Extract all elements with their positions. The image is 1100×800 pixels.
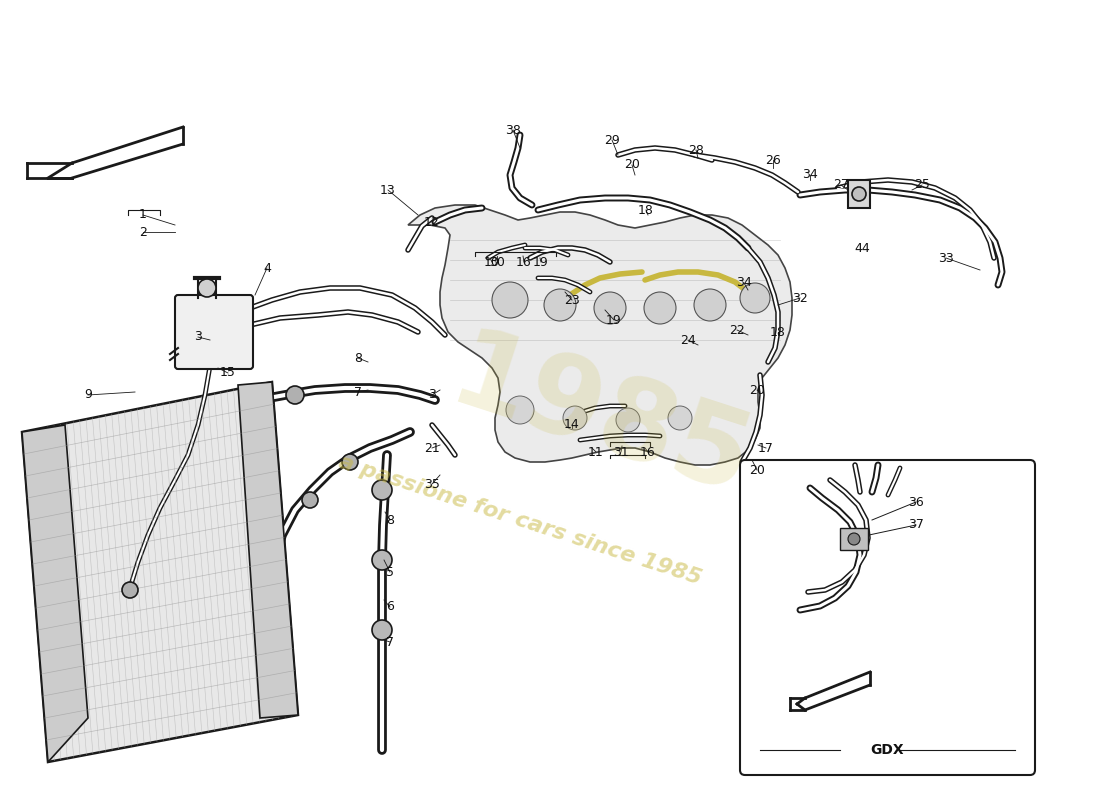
Text: 37: 37 — [909, 518, 924, 531]
Circle shape — [616, 408, 640, 432]
Text: 31: 31 — [613, 446, 629, 458]
Text: 1: 1 — [139, 209, 147, 222]
Text: 7: 7 — [386, 635, 394, 649]
Text: 9: 9 — [84, 389, 92, 402]
Text: 35: 35 — [425, 478, 440, 490]
Text: 36: 36 — [909, 495, 924, 509]
FancyBboxPatch shape — [175, 295, 253, 369]
Circle shape — [302, 492, 318, 508]
Text: 26: 26 — [766, 154, 781, 166]
Text: 12: 12 — [425, 215, 440, 229]
Text: 3: 3 — [428, 389, 436, 402]
Text: 30: 30 — [490, 255, 505, 269]
Circle shape — [563, 406, 587, 430]
Text: 18: 18 — [770, 326, 785, 338]
Circle shape — [372, 480, 392, 500]
Text: 15: 15 — [220, 366, 235, 379]
Text: 6: 6 — [386, 601, 394, 614]
Polygon shape — [22, 425, 88, 762]
Circle shape — [198, 279, 216, 297]
Text: 8: 8 — [386, 514, 394, 526]
FancyBboxPatch shape — [740, 460, 1035, 775]
Text: 44: 44 — [854, 242, 870, 254]
Text: 7: 7 — [354, 386, 362, 398]
Text: 24: 24 — [680, 334, 696, 346]
Polygon shape — [22, 382, 298, 762]
Text: 34: 34 — [736, 277, 752, 290]
Text: 14: 14 — [564, 418, 580, 431]
Text: 3: 3 — [194, 330, 202, 343]
Text: a passione for cars since 1985: a passione for cars since 1985 — [336, 452, 704, 588]
Text: 19: 19 — [606, 314, 621, 326]
Circle shape — [594, 292, 626, 324]
Text: 16: 16 — [516, 255, 532, 269]
Bar — [848, 180, 870, 208]
Text: 4: 4 — [263, 262, 271, 274]
Text: 10: 10 — [484, 255, 499, 269]
Text: 13: 13 — [381, 183, 396, 197]
Circle shape — [372, 550, 392, 570]
Circle shape — [492, 282, 528, 318]
Text: 16: 16 — [640, 446, 656, 458]
Text: 25: 25 — [914, 178, 929, 191]
Text: 33: 33 — [938, 251, 954, 265]
Text: 18: 18 — [638, 203, 653, 217]
Circle shape — [544, 289, 576, 321]
Circle shape — [848, 533, 860, 545]
Circle shape — [342, 454, 358, 470]
Text: 27: 27 — [833, 178, 849, 191]
Circle shape — [372, 620, 392, 640]
Circle shape — [694, 289, 726, 321]
Text: 11: 11 — [588, 446, 604, 458]
Circle shape — [122, 582, 138, 598]
Text: 20: 20 — [749, 383, 764, 397]
Text: GDX: GDX — [871, 743, 904, 757]
Text: 29: 29 — [604, 134, 620, 146]
Text: 34: 34 — [802, 169, 818, 182]
Text: 22: 22 — [729, 323, 745, 337]
Text: 5: 5 — [386, 566, 394, 578]
Circle shape — [852, 187, 866, 201]
Circle shape — [644, 292, 676, 324]
Text: 20: 20 — [624, 158, 640, 171]
Text: 2: 2 — [139, 226, 147, 238]
Circle shape — [668, 406, 692, 430]
Text: 8: 8 — [354, 351, 362, 365]
Text: 17: 17 — [758, 442, 774, 454]
Text: 32: 32 — [792, 291, 807, 305]
Text: 23: 23 — [564, 294, 580, 306]
Circle shape — [286, 386, 304, 404]
Text: 1985: 1985 — [437, 322, 763, 518]
Text: 21: 21 — [425, 442, 440, 454]
Text: 19: 19 — [534, 255, 549, 269]
Text: 20: 20 — [749, 463, 764, 477]
Bar — [840, 528, 868, 550]
Polygon shape — [238, 382, 298, 718]
Text: 28: 28 — [689, 143, 704, 157]
Polygon shape — [408, 205, 792, 465]
Text: 38: 38 — [505, 123, 521, 137]
Circle shape — [506, 396, 534, 424]
Circle shape — [740, 283, 770, 313]
